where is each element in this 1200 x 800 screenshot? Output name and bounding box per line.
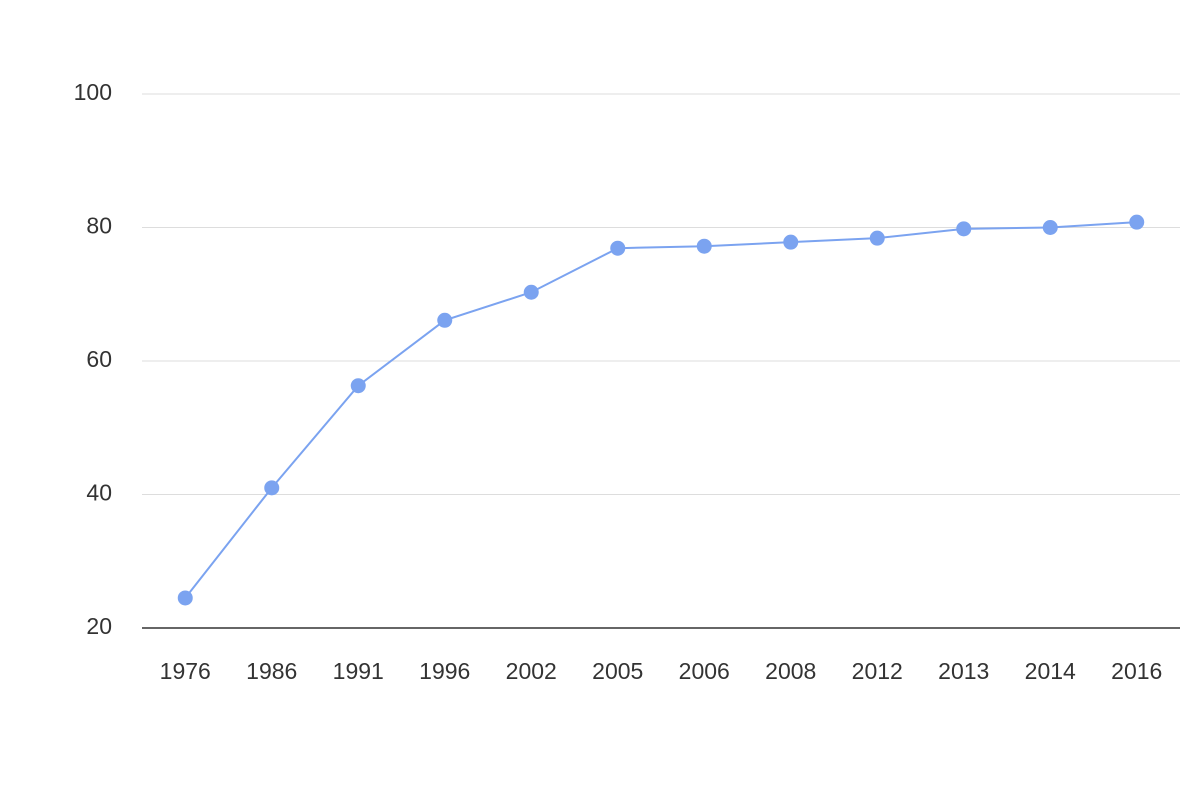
data-point — [696, 238, 712, 254]
data-point — [264, 480, 280, 496]
y-tick-label: 40 — [86, 480, 112, 506]
x-tick-label: 2016 — [1111, 658, 1162, 684]
y-tick-label: 20 — [86, 613, 112, 639]
data-point — [350, 378, 366, 394]
series-line — [184, 221, 1137, 599]
data-point — [956, 221, 972, 237]
x-tick-label: 2006 — [679, 658, 730, 684]
x-tick-label: 1976 — [160, 658, 211, 684]
x-tick-label: 2014 — [1025, 658, 1076, 684]
data-point — [610, 240, 626, 256]
data-point — [783, 234, 799, 250]
data-point — [1042, 220, 1058, 235]
x-tick-label: 2013 — [938, 658, 989, 684]
x-tick-label: 2005 — [592, 658, 643, 684]
data-point — [1129, 214, 1145, 230]
data-point — [437, 312, 453, 328]
x-tick-label: 2002 — [506, 658, 557, 684]
x-tick-label: 2012 — [852, 658, 903, 684]
y-tick-label: 80 — [86, 213, 112, 239]
data-point — [869, 230, 885, 246]
x-tick-label: 1996 — [419, 658, 470, 684]
y-tick-label: 60 — [86, 346, 112, 372]
y-tick-label: 100 — [74, 79, 112, 105]
x-tick-label: 1986 — [246, 658, 297, 684]
x-tick-label: 1991 — [333, 658, 384, 684]
data-point — [177, 590, 193, 606]
data-point — [523, 284, 539, 300]
x-tick-label: 2008 — [765, 658, 816, 684]
